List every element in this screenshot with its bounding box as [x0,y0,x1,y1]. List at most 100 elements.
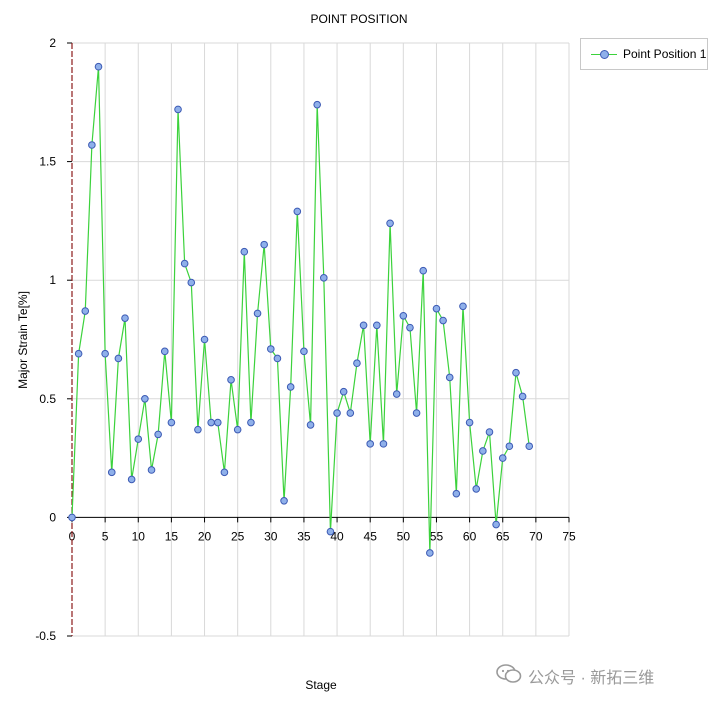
x-tick-label: 45 [364,529,378,543]
data-point [154,430,162,439]
watermark-text: 公众号 · 新拓三维 [528,670,655,687]
data-point [141,395,149,403]
data-point [121,314,129,322]
data-point [107,468,116,477]
legend-label: Point Position 1 [623,47,707,61]
data-point [353,359,361,368]
x-tick-label: 15 [165,529,179,543]
data-point [101,349,109,358]
wechat-icon [496,664,522,683]
data-point [134,435,143,443]
data-point [74,349,83,358]
data-point [373,321,381,330]
data-point [187,278,196,287]
x-tick-label: 30 [264,529,278,543]
x-tick-label: 50 [397,529,411,543]
x-tick-label: 75 [562,529,576,543]
data-point [180,259,189,268]
data-point [213,418,222,427]
y-tick-label: -0.5 [35,629,56,643]
data-point [333,409,341,417]
data-point [114,354,123,363]
data-point [88,141,96,149]
data-point [426,549,434,557]
data-point [525,442,534,451]
data-point [439,316,447,325]
data-point [459,302,467,311]
data-point [233,425,242,434]
data-point [306,421,315,429]
data-point [160,347,169,356]
data-point [247,418,255,427]
data-point [452,489,461,498]
data-point [492,520,500,529]
y-tick-label: 1 [49,273,56,287]
data-point [313,100,321,109]
data-point [167,418,176,427]
data-point [127,475,136,484]
data-point [194,425,202,434]
data-point [479,447,487,455]
legend[interactable]: Point Position 1 [580,38,708,70]
data-point [68,513,76,522]
data-point [432,304,441,313]
x-tick-label: 25 [231,529,245,543]
data-point [445,373,454,382]
y-tick-label: 2 [49,36,56,50]
data-point [174,105,182,114]
data-point [253,309,262,318]
data-point [220,468,229,477]
data-point [280,496,288,505]
data-point [412,409,421,417]
data-point [485,428,494,436]
data-point [472,485,481,493]
data-point [273,354,282,363]
data-point [267,345,275,353]
data-point [359,321,368,330]
data-point [498,454,507,462]
data-point [465,418,474,427]
y-axis-label: Major Strain Te[%] [16,291,30,389]
data-point [260,240,268,249]
data-point [386,219,394,228]
watermark: 公众号 · 新拓三维 [496,662,696,687]
data-point [505,442,514,451]
data-point [94,62,103,71]
x-tick-label: 55 [430,529,444,543]
series-point-position-1 [68,62,534,557]
x-tick-label: 60 [463,529,477,543]
data-point [227,376,235,384]
series-line [71,66,530,553]
data-point [406,323,414,332]
x-axis-label: Stage [305,678,337,692]
x-tick-label: 5 [102,529,109,543]
chart-title: POINT POSITION [310,12,407,26]
data-point [300,347,308,356]
data-point [200,335,209,344]
data-point [326,527,335,536]
y-tick-label: 0 [49,510,56,524]
data-point [512,368,520,377]
data-point [379,440,388,448]
data-point [339,387,348,396]
x-tick-label: 35 [297,529,311,543]
legend-marker-swatch [600,50,609,59]
x-tick-label: 20 [198,529,212,543]
data-point [207,418,215,427]
data-point [286,383,295,391]
data-point [392,390,401,398]
data-point [320,274,328,282]
data-point [147,466,156,474]
x-tick-label: 10 [132,529,146,543]
data-point [399,311,408,320]
axes: 051015202530354045505560657075-0.500.511… [35,36,576,643]
data-point [366,440,375,448]
y-tick-label: 0.5 [39,392,56,406]
data-point [419,266,428,275]
x-tick-label: 70 [529,529,543,543]
y-tick-label: 1.5 [39,155,56,169]
data-point [81,307,90,315]
data-point [293,207,302,216]
data-point [346,409,355,417]
